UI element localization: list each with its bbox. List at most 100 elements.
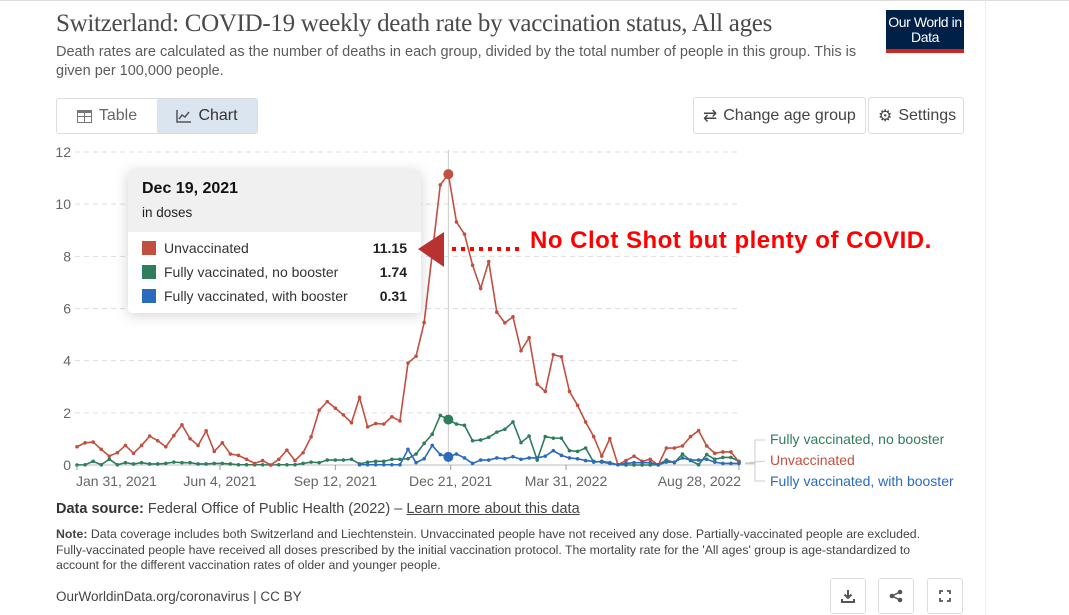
data-point xyxy=(567,456,572,460)
data-point xyxy=(107,457,112,462)
owid-logo[interactable]: Our World in Data xyxy=(886,10,964,53)
data-point xyxy=(559,436,564,440)
data-point xyxy=(680,456,685,460)
data-point xyxy=(365,425,370,429)
data-point xyxy=(228,452,233,456)
chart-subtitle: Death rates are calculated as the number… xyxy=(56,44,857,79)
data-point xyxy=(583,446,588,450)
change-age-group-label: Change age group xyxy=(723,106,856,124)
data-point xyxy=(228,462,233,466)
data-point xyxy=(672,446,677,450)
data-point xyxy=(438,452,443,457)
data-point xyxy=(236,453,241,458)
view-tabs: Table Chart xyxy=(56,98,258,134)
data-point xyxy=(696,428,701,433)
data-point xyxy=(365,462,370,467)
data-point xyxy=(583,420,588,424)
data-point xyxy=(575,403,580,408)
data-point xyxy=(567,448,572,453)
data-point xyxy=(511,454,515,459)
data-point xyxy=(704,457,709,462)
y-tick-label: 10 xyxy=(55,196,71,212)
data-point xyxy=(357,462,362,467)
data-point xyxy=(422,456,426,461)
tooltip-label: Unvaccinated xyxy=(164,240,249,256)
data-point xyxy=(559,354,564,359)
tooltip: Dec 19, 2021 in doses Unvaccinated 11.15 … xyxy=(128,170,421,313)
settings-button[interactable]: ⚙ Settings xyxy=(868,97,964,134)
x-tick-label: Jun 4, 2021 xyxy=(183,473,256,489)
data-point xyxy=(381,459,386,464)
data-point xyxy=(729,461,733,466)
data-point xyxy=(608,436,612,441)
source-label: Data source: xyxy=(56,501,144,517)
data-point xyxy=(277,457,281,462)
data-point xyxy=(155,462,160,466)
data-point xyxy=(729,455,733,460)
legend-unvaccinated[interactable]: Unvaccinated xyxy=(770,452,855,468)
x-tick-label: Aug 28, 2022 xyxy=(658,473,742,489)
data-point xyxy=(438,183,443,187)
data-point xyxy=(204,462,208,466)
y-tick-label: 8 xyxy=(63,248,71,264)
data-point xyxy=(519,440,523,445)
share-button[interactable] xyxy=(878,578,914,614)
data-point xyxy=(696,458,701,462)
data-point xyxy=(196,462,200,466)
data-point xyxy=(503,321,507,325)
share-icon xyxy=(889,589,903,603)
download-button[interactable] xyxy=(830,578,866,614)
data-point xyxy=(688,458,693,462)
data-point xyxy=(680,452,685,456)
data-point xyxy=(527,335,531,340)
top-border xyxy=(0,0,1069,1)
data-point xyxy=(583,458,588,463)
data-point xyxy=(680,444,685,448)
tooltip-row-with-booster: Fully vaccinated, with booster 0.31 xyxy=(128,284,421,308)
data-point xyxy=(406,361,410,365)
note: Note: Data coverage includes both Switze… xyxy=(56,527,926,574)
learn-more-link[interactable]: Learn more about this data xyxy=(406,501,580,517)
data-point xyxy=(301,461,305,466)
data-point xyxy=(83,462,87,467)
y-tick-label: 2 xyxy=(63,405,71,421)
legend-no-booster[interactable]: Fully vaccinated, no booster xyxy=(770,431,945,447)
data-point xyxy=(486,259,491,264)
data-point xyxy=(737,461,741,466)
data-point xyxy=(511,315,515,319)
data-point xyxy=(341,413,346,417)
data-point xyxy=(277,462,281,467)
data-point xyxy=(139,460,144,465)
data-point xyxy=(398,462,402,467)
tab-table[interactable]: Table xyxy=(57,99,157,133)
data-point xyxy=(260,462,265,467)
data-point xyxy=(244,462,249,467)
data-point xyxy=(131,462,136,466)
data-point xyxy=(220,461,225,466)
data-point xyxy=(91,459,95,464)
table-icon xyxy=(76,109,92,123)
x-tick-label: Dec 21, 2021 xyxy=(409,473,492,489)
data-point xyxy=(470,263,475,268)
change-age-group-button[interactable]: ⇄ Change age group xyxy=(693,97,866,134)
data-point xyxy=(414,354,418,359)
data-point xyxy=(83,441,87,445)
highlight-point xyxy=(443,451,454,462)
data-point xyxy=(349,420,354,425)
data-point xyxy=(470,461,475,466)
data-point xyxy=(430,432,435,437)
legend-with-booster[interactable]: Fully vaccinated, with booster xyxy=(770,473,954,489)
source-url[interactable]: OurWorldinData.org/coronavirus | CC BY xyxy=(56,589,302,604)
data-point xyxy=(503,427,507,432)
tooltip-value: 0.31 xyxy=(379,288,407,304)
tab-chart[interactable]: Chart xyxy=(157,99,257,133)
data-point xyxy=(164,461,168,466)
fullscreen-button[interactable] xyxy=(927,578,963,614)
swatch xyxy=(142,265,156,279)
data-point xyxy=(551,436,556,440)
data-point xyxy=(527,456,531,460)
data-point xyxy=(640,460,644,465)
data-point xyxy=(712,451,717,456)
x-tick-label: Jan 31, 2021 xyxy=(76,473,157,489)
